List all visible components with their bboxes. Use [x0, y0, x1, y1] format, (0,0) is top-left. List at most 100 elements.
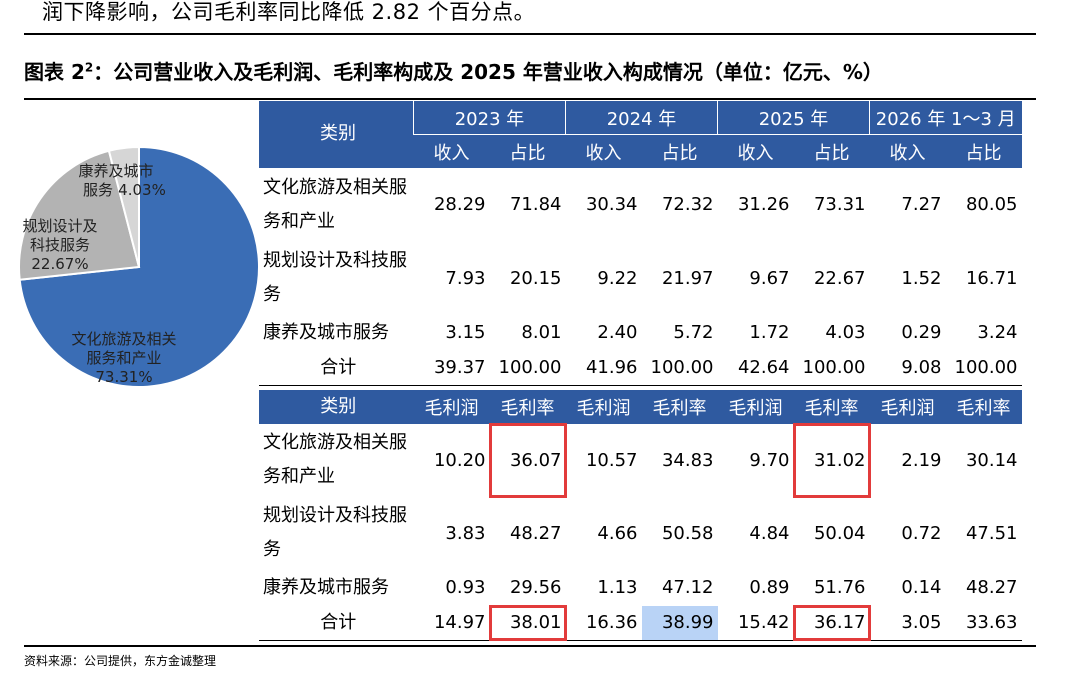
table-cell: 47.12: [661, 577, 714, 598]
table-cell: 14.97: [413, 605, 490, 641]
table-cell: 30.34: [585, 194, 638, 216]
table-cell: 100.00: [793, 350, 870, 386]
table-cell: 7.93: [445, 267, 486, 289]
table-cell: 50.58: [661, 522, 714, 544]
table-cell: 38.01: [488, 604, 567, 641]
pie-label-planning-pct: 22.67%: [31, 255, 88, 273]
table-cell: 31.26: [737, 194, 790, 216]
table-cell: 33.63: [945, 605, 1022, 641]
table-cell: 42.64: [717, 350, 794, 386]
table-spacer: [259, 385, 1022, 390]
table-cell: 9.22: [597, 267, 638, 289]
table-cell: 3.15: [445, 322, 486, 343]
table-cell: 10.57: [585, 449, 638, 471]
table-total-row: 合计 14.97 38.01 16.36 38.99 15.42 36.17 3.05 33.6…: [259, 604, 1022, 641]
header-sub: 收入: [565, 134, 642, 168]
table-cell: 0.93: [445, 577, 486, 598]
table-cell: 9.70: [749, 449, 790, 471]
table-cell: 51.76: [813, 577, 866, 598]
row-label: 文化旅游及相关服务和产业: [263, 432, 407, 487]
header-sub: 毛利润: [565, 389, 642, 424]
table-cell: 0.29: [901, 322, 942, 343]
table-row: 规划设计及科技服务 3.83 48.27 4.66 50.58 4.84 50.04 0.72…: [259, 497, 1022, 570]
row-label: 文化旅游及相关服务和产业: [263, 177, 407, 232]
table-cell: 36.07: [488, 422, 567, 498]
table-cell: 0.72: [901, 522, 942, 544]
table-total-row: 合计 39.37 100.00 41.96 100.00 42.64 100.00 9.08 1…: [259, 350, 1022, 386]
table-cell: 20.15: [509, 267, 562, 289]
pie-label-culture-line1: 文化旅游及相关: [71, 330, 176, 348]
table-cell: 22.67: [813, 267, 866, 289]
table-cell: 80.05: [965, 194, 1018, 216]
table-cell: 1.72: [749, 322, 790, 343]
table-header-revenue: 收入 占比 收入 占比 收入 占比 收入 占比: [259, 134, 1022, 168]
table-cell: 4.84: [749, 522, 790, 544]
table-cell: 3.05: [869, 605, 946, 641]
table-cell: 8.01: [521, 322, 562, 343]
table-cell: 3.24: [977, 322, 1018, 343]
table-cell: 3.83: [445, 522, 486, 544]
table-cell: 100.00: [945, 350, 1022, 386]
title-rule: [24, 98, 1036, 100]
pie-label-wellness-pct: 4.03%: [118, 181, 166, 199]
header-sub: 占比: [489, 134, 566, 168]
bottom-rule: [24, 645, 1036, 647]
table-cell: 9.08: [869, 350, 946, 386]
table-cell: 47.51: [965, 522, 1018, 544]
table-cell: 34.83: [661, 449, 714, 471]
financial-table: 类别 2023 年 2024 年 2025 年 2026 年 1～3 月收入 占比 收入 占比…: [259, 101, 1022, 641]
row-label: 规划设计及科技服务: [263, 250, 407, 305]
table-cell: 28.29: [433, 194, 486, 216]
figure-title-rest: ：公司营业收入及毛利润、毛利率构成及 2025 年营业收入构成情况（单位：亿元、…: [93, 60, 883, 84]
spacer-cell: [259, 385, 1022, 390]
pie-label-planning-line2: 科技服务: [30, 236, 90, 254]
table-cell: 30.14: [965, 449, 1018, 471]
header-sub: 收入: [869, 134, 946, 168]
table-row: 康养及城市服务 3.15 8.01 2.40 5.72 1.72 4.03 0.29 3.24: [259, 315, 1022, 351]
figure-title-sup: 2: [84, 60, 94, 75]
table-header-profit: 类别 毛利润 毛利率 毛利润 毛利率 毛利润 毛利率 毛利润 毛利率: [259, 389, 1022, 424]
table-cell: 0.89: [749, 577, 790, 598]
header-year: 2026 年 1～3 月: [869, 101, 1022, 135]
pie-slice-wellness-urban: [107, 146, 140, 268]
table-cell: 100.00: [489, 350, 566, 386]
table-cell: 7.27: [901, 194, 942, 216]
table-row: 康养及城市服务 0.93 29.56 1.13 47.12 0.89 51.76 0.14 48…: [259, 570, 1022, 606]
table-cell: 2.19: [901, 449, 942, 471]
pie-label-wellness-line1: 康养及城市: [78, 162, 153, 180]
table-cell: 36.17: [792, 604, 871, 641]
header-sub: 毛利率: [489, 389, 566, 424]
table-cell: 4.03: [825, 322, 866, 343]
table-cell: 2.40: [597, 322, 638, 343]
header-text: 润下降影响，公司毛利率同比降低 2.82 个百分点。: [42, 0, 536, 24]
row-label-total: 合计: [259, 350, 414, 386]
table-cell: 100.00: [641, 350, 718, 386]
header-year: 2024 年: [565, 101, 718, 135]
table-cell: 39.37: [413, 350, 490, 386]
table-cell: 71.84: [509, 194, 562, 216]
row-label: 康养及城市服务: [263, 321, 389, 343]
header-sub: 收入: [717, 134, 794, 168]
table-header-years: 类别 2023 年 2024 年 2025 年 2026 年 1～3 月: [259, 101, 1022, 169]
header-sub: 毛利润: [717, 389, 794, 424]
pie-label-culture-line2: 服务和产业: [86, 349, 161, 367]
header-sub: 占比: [793, 134, 870, 168]
table-cell: 16.36: [565, 605, 642, 641]
figure-title-main: 图表 2: [24, 60, 85, 84]
table-cell: 48.27: [965, 577, 1018, 598]
header-category-2: 类别: [259, 389, 414, 424]
header-year: 2023 年: [413, 101, 566, 135]
revenue-pie-chart: 文化旅游及相关 服务和产业 73.31% 规划设计及 科技服务 22.67% 康…: [18, 146, 260, 388]
header-sub: 占比: [641, 134, 718, 168]
pie-label-culture-pct: 73.31%: [95, 368, 152, 386]
table-cell: 5.72: [673, 322, 714, 343]
table-row: 文化旅游及相关服务和产业 28.29 71.84 30.34 72.32 31.26 73.…: [259, 168, 1022, 242]
header-sub: 毛利润: [413, 389, 490, 424]
table-cell: 29.56: [509, 577, 562, 598]
header-sub: 占比: [945, 134, 1022, 168]
row-label: 规划设计及科技服务: [263, 505, 407, 560]
table-cell: 15.42: [717, 605, 794, 641]
row-label-total: 合计: [259, 605, 414, 641]
table-cell: 31.02: [792, 422, 871, 498]
table-cell: 1.52: [901, 267, 942, 289]
